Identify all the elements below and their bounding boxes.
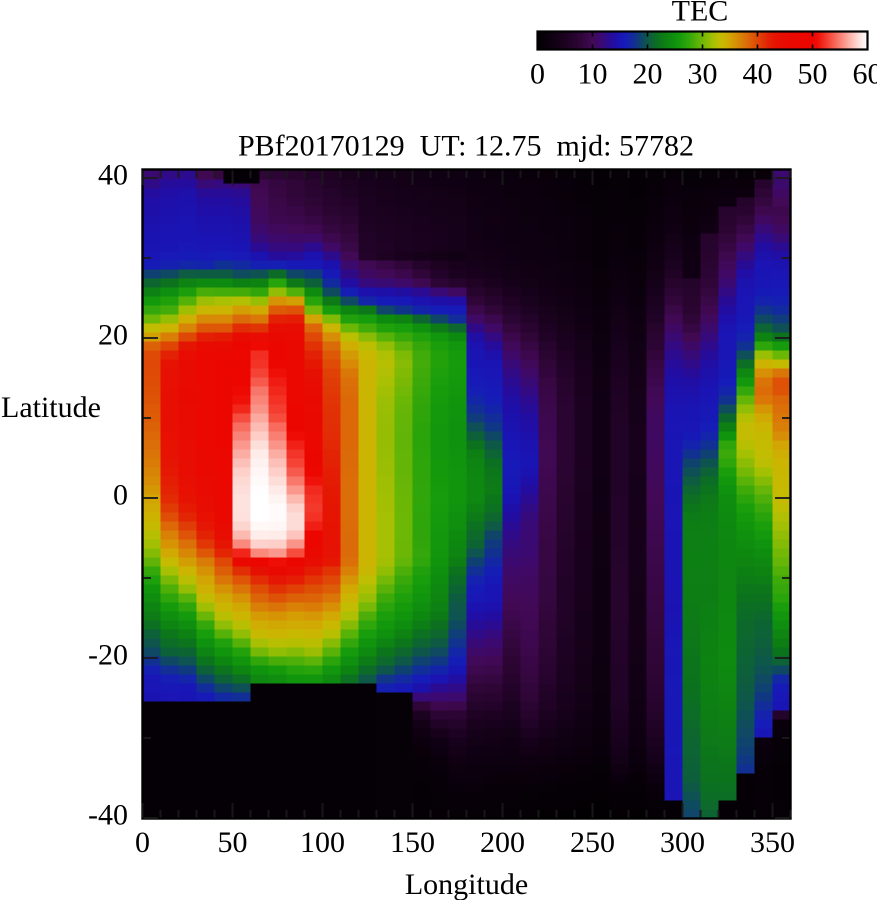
svg-text:350: 350 <box>750 826 795 859</box>
svg-text:30: 30 <box>688 58 718 91</box>
svg-text:60: 60 <box>853 58 877 91</box>
svg-text:10: 10 <box>578 58 608 91</box>
svg-text:20: 20 <box>98 319 128 352</box>
svg-text:40: 40 <box>743 58 773 91</box>
svg-text:-40: -40 <box>88 799 128 832</box>
svg-text:50: 50 <box>798 58 828 91</box>
svg-text:150: 150 <box>390 826 435 859</box>
svg-text:100: 100 <box>300 826 345 859</box>
svg-text:PBf20170129 UT: 12.75 mjd: 5: PBf20170129 UT: 12.75 mjd: 57782 <box>238 130 694 163</box>
svg-text:250: 250 <box>570 826 615 859</box>
svg-text:Longitude: Longitude <box>405 868 528 900</box>
svg-text:200: 200 <box>480 826 525 859</box>
svg-text:50: 50 <box>218 826 248 859</box>
svg-text:TEC: TEC <box>672 0 729 28</box>
svg-text:40: 40 <box>98 159 128 192</box>
svg-text:-20: -20 <box>88 639 128 672</box>
svg-text:0: 0 <box>113 479 128 512</box>
svg-text:Latitude: Latitude <box>1 391 101 424</box>
svg-text:0: 0 <box>530 58 545 91</box>
svg-text:20: 20 <box>633 58 663 91</box>
svg-text:0: 0 <box>135 826 150 859</box>
svg-text:300: 300 <box>660 826 705 859</box>
